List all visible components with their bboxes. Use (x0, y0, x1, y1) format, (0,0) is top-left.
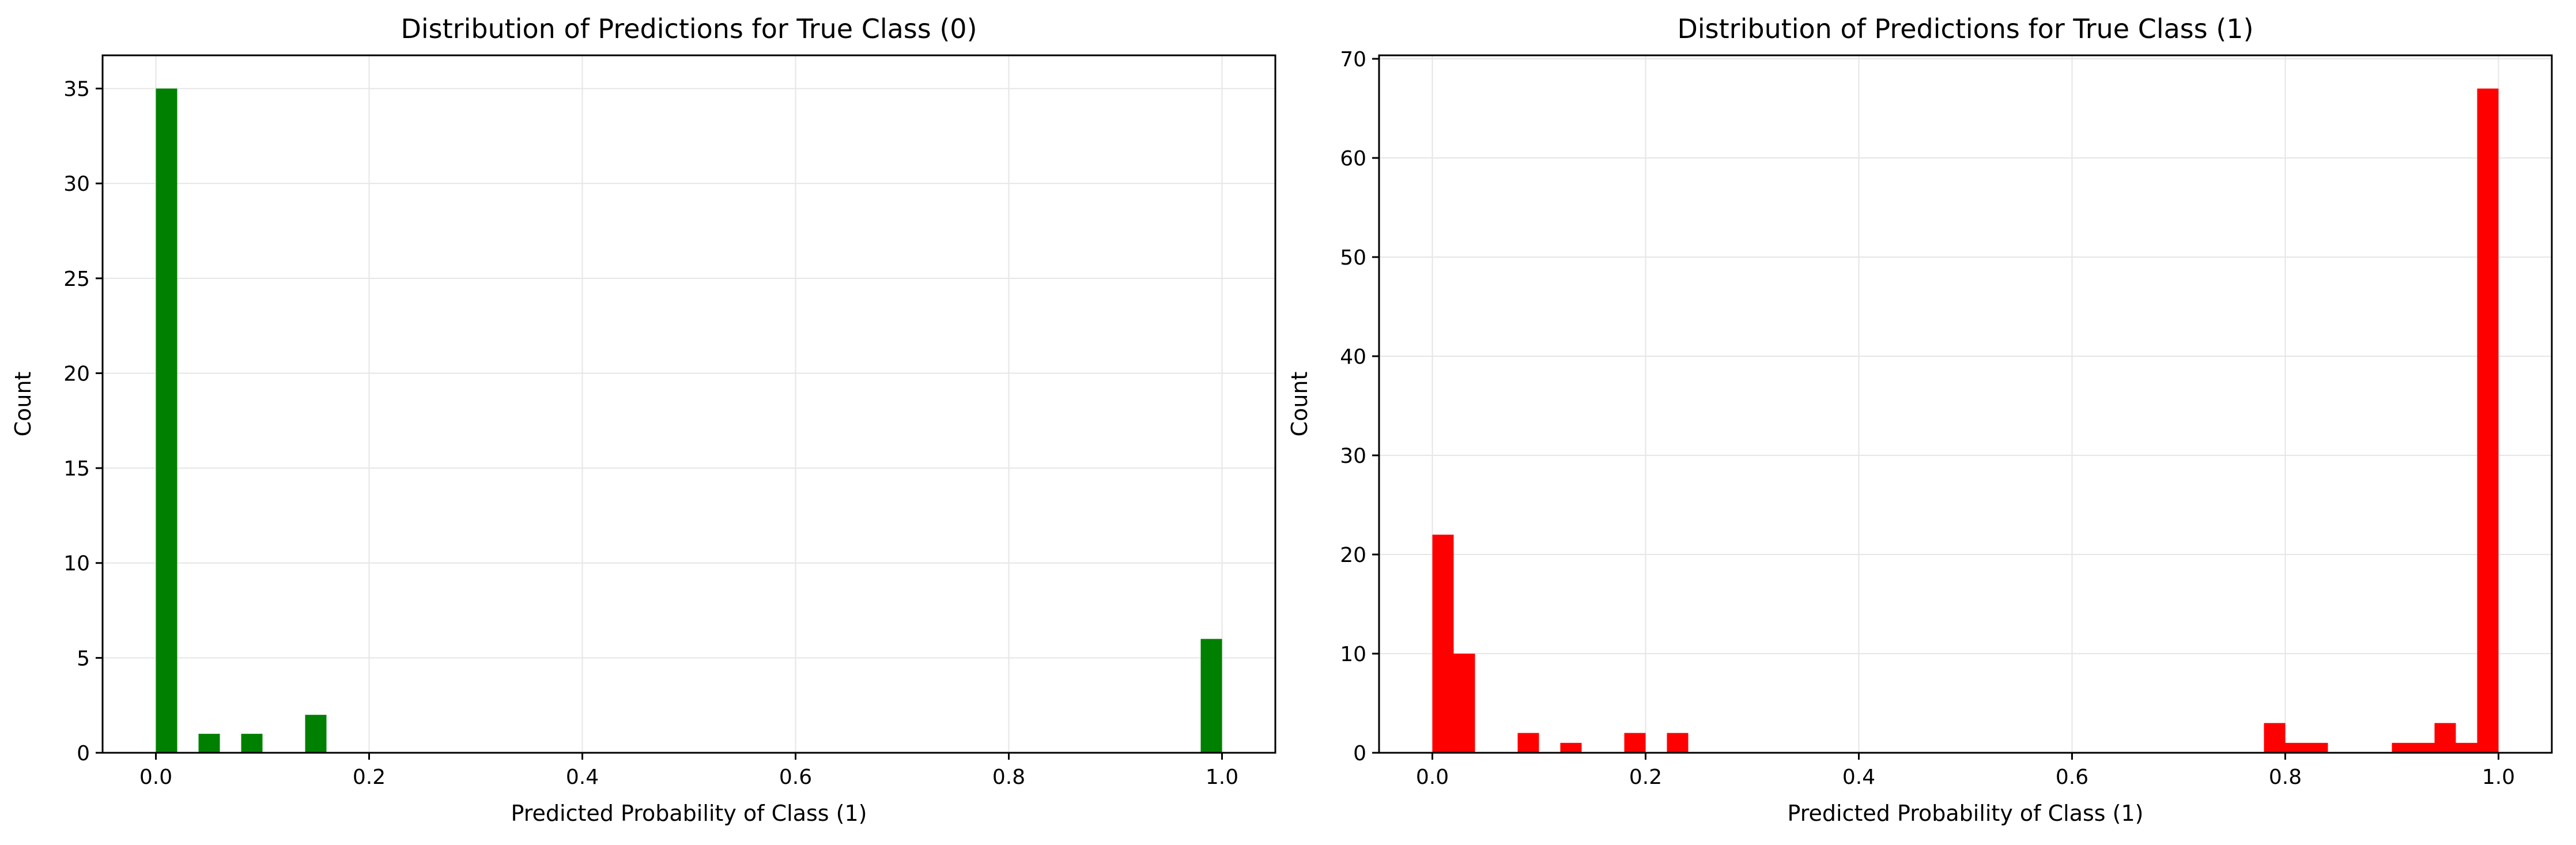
left-y-axis-label: Count (10, 372, 36, 437)
right-histogram-bar (2392, 742, 2413, 753)
right-histogram-bar (1624, 733, 1646, 753)
left-x-tick-label: 0.2 (353, 765, 386, 789)
right-x-axis-label: Predicted Probability of Class (1) (1787, 801, 2143, 826)
right-y-tick-label: 10 (1340, 643, 1366, 666)
right-histogram-bar (2456, 742, 2477, 753)
right-histogram-bar (1667, 733, 1689, 753)
left-grid (103, 55, 1275, 753)
left-y-tick-label: 20 (63, 362, 90, 386)
right-x-tick-label: 0.0 (1416, 765, 1449, 789)
right-histogram-bar (1432, 534, 1454, 753)
left-x-tick-label: 1.0 (1206, 765, 1238, 789)
left-histogram-bar (241, 734, 263, 753)
left-histogram-bar (1200, 639, 1222, 753)
left-x-tick-label: 0.8 (992, 765, 1025, 789)
right-axes-frame (1378, 54, 2553, 754)
right-x-tick-label: 1.0 (2482, 765, 2515, 789)
right-y-tick-label: 70 (1340, 48, 1366, 71)
left-y-tick-label: 5 (77, 647, 90, 670)
right-y-tick-label: 50 (1340, 246, 1366, 270)
left-chart-title: Distribution of Predictions for True Cla… (401, 13, 977, 44)
left-y-tick-label: 25 (63, 267, 90, 291)
right-y-tick-label: 30 (1340, 444, 1366, 468)
left-histogram-panel: 0.0 0.2 0.4 0.6 0.8 1.0 0 5 10 15 20 25 30 35 Distrib… (10, 13, 1276, 826)
left-x-tick-label: 0.0 (139, 765, 172, 789)
right-histogram-bar (2413, 742, 2435, 753)
right-x-tick-label: 0.2 (1629, 765, 1662, 789)
left-histogram-bar (305, 715, 327, 753)
right-histogram-bar (2306, 742, 2328, 753)
right-bars (1432, 88, 2499, 753)
right-histogram-bar (2477, 88, 2499, 753)
right-ticks: 0.0 0.2 0.4 0.6 0.8 1.0 0 10 20 30 40 50 60 70 (1340, 48, 2515, 789)
right-histogram-bar (1560, 742, 1582, 753)
right-histogram-bar (2285, 742, 2307, 753)
right-x-tick-label: 0.6 (2056, 765, 2088, 789)
right-x-tick-label: 0.8 (2269, 765, 2302, 789)
left-bars (156, 88, 1222, 753)
right-y-axis-label: Count (1287, 372, 1312, 437)
right-histogram-bar (1453, 654, 1475, 753)
right-histogram-bar (2434, 723, 2456, 753)
left-y-tick-label: 0 (77, 742, 90, 765)
left-histogram-bar (156, 88, 177, 753)
right-y-tick-label: 0 (1353, 742, 1366, 765)
right-y-tick-label: 60 (1340, 147, 1366, 171)
left-x-axis-label: Predicted Probability of Class (1) (511, 801, 867, 826)
right-y-tick-label: 40 (1340, 345, 1366, 369)
right-chart-title: Distribution of Predictions for True Cla… (1677, 13, 2253, 44)
right-histogram-bar (1517, 733, 1539, 753)
right-histogram-bar (2264, 723, 2286, 753)
left-axes-frame (101, 54, 1276, 754)
right-grid (1379, 55, 2552, 753)
left-histogram-bar (198, 734, 220, 753)
left-x-tick-label: 0.4 (566, 765, 599, 789)
right-x-tick-label: 0.4 (1842, 765, 1875, 789)
right-histogram-panel: 0.0 0.2 0.4 0.6 0.8 1.0 0 10 20 30 40 50 60 70 Distri… (1287, 13, 2553, 826)
left-y-tick-label: 15 (63, 457, 90, 481)
right-y-tick-label: 20 (1340, 544, 1366, 567)
left-y-tick-label: 10 (63, 552, 90, 576)
left-y-tick-label: 30 (63, 172, 90, 196)
left-y-tick-label: 35 (63, 78, 90, 101)
left-x-tick-label: 0.6 (779, 765, 812, 789)
left-ticks: 0.0 0.2 0.4 0.6 0.8 1.0 0 5 10 15 20 25 30 35 (63, 78, 1238, 789)
